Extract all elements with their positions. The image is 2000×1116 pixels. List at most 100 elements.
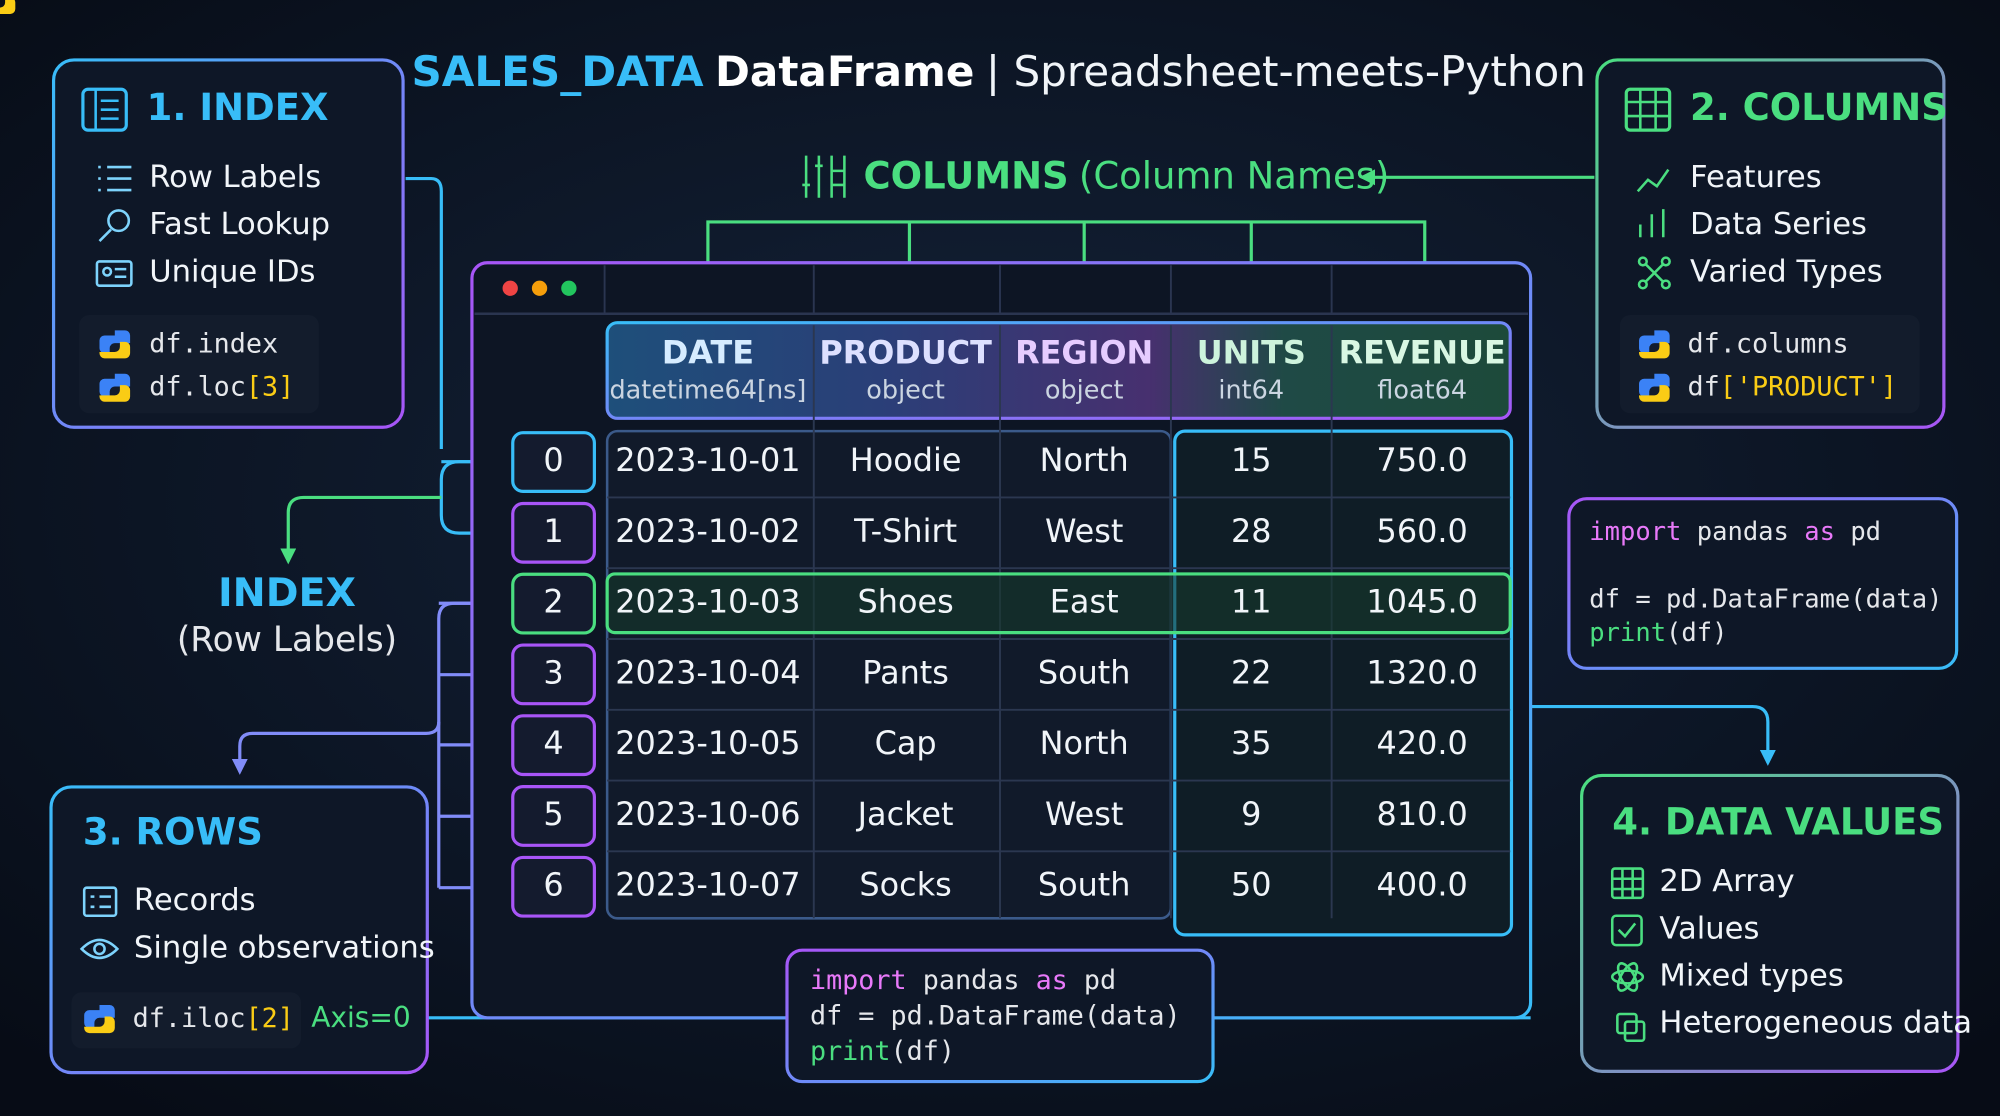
cell: Cap: [875, 724, 937, 762]
panel-item: Unique IDs: [149, 254, 315, 289]
column-dtype: float64: [1377, 376, 1467, 406]
code-token: [2]: [245, 1003, 293, 1034]
code-box: [79, 315, 319, 414]
cell: 2023-10-04: [615, 653, 800, 691]
highlight-row: [605, 572, 1512, 635]
columns-label-name: COLUMNS: [864, 154, 1069, 197]
code-token: print: [1589, 618, 1666, 648]
connector: [405, 176, 443, 449]
arrow: [1512, 704, 1776, 766]
code-token: df = pd.DataFrame(data): [1589, 585, 1942, 615]
code-token: pd: [1835, 517, 1881, 547]
window-dot: [502, 280, 518, 296]
cell: South: [1038, 653, 1131, 691]
panel-item: Values: [1659, 911, 1759, 946]
code-box: [71, 992, 302, 1049]
window-dot: [561, 280, 577, 296]
panel-title: 1. INDEX: [147, 86, 329, 129]
index-label: 3: [543, 653, 563, 691]
cell: 22: [1231, 653, 1272, 691]
table-grid: [607, 325, 1511, 919]
code-snippet-panel: [1567, 497, 1959, 670]
panel-item: Row Labels: [149, 160, 321, 195]
index-box: [511, 714, 596, 777]
cell: 2023-10-05: [615, 724, 800, 762]
code-token: pandas: [1681, 517, 1804, 547]
values-block: [1173, 429, 1514, 937]
index-box: [511, 643, 596, 706]
icons: [79, 87, 1672, 1043]
cell: 1045.0: [1366, 583, 1478, 621]
index-label: 6: [543, 866, 563, 904]
cell: 35: [1231, 724, 1272, 762]
code-token: as: [1036, 964, 1068, 995]
cell: East: [1050, 583, 1119, 621]
cell: 810.0: [1377, 795, 1468, 833]
cell: 2023-10-07: [615, 866, 800, 904]
cell: Socks: [859, 866, 951, 904]
code-line: df.iloc[2]: [133, 1003, 294, 1034]
panel-item: Features: [1690, 160, 1822, 195]
index-label: 5: [543, 795, 563, 833]
code-line: df.loc[3]: [149, 371, 294, 402]
cell: South: [1038, 866, 1131, 904]
cell: West: [1045, 795, 1123, 833]
code-token: as: [1804, 517, 1835, 547]
panel-title: 3. ROWS: [83, 811, 263, 854]
column-name: UNITS: [1197, 334, 1306, 372]
panel-title: 4. DATA VALUES: [1612, 800, 1944, 843]
panel-item: Heterogeneous data: [1659, 1006, 1972, 1041]
code-line: import pandas as pd: [1589, 517, 1881, 547]
code-line: df['PRODUCT']: [1688, 371, 1898, 402]
cell: 750.0: [1377, 441, 1468, 479]
title-kind: DataFrame: [715, 46, 974, 95]
code-line: df.index: [149, 328, 278, 359]
column-dtype: object: [1045, 376, 1124, 406]
arrow: [438, 601, 500, 887]
cell: 2023-10-01: [615, 441, 800, 479]
panel-item: Single observations: [134, 930, 435, 965]
cell: North: [1040, 724, 1129, 762]
code-token: [3]: [246, 371, 294, 402]
cell: Shoes: [858, 583, 954, 621]
cell: West: [1045, 512, 1123, 550]
code-token: df = pd.DataFrame(data): [810, 1000, 1181, 1031]
cell: 28: [1231, 512, 1272, 550]
index-label: 4: [543, 724, 563, 762]
cell: 2023-10-03: [615, 583, 800, 621]
code-token: import: [810, 964, 907, 995]
cell: T-Shirt: [853, 512, 957, 550]
cell: 420.0: [1377, 724, 1468, 762]
code-line: print(df): [810, 1036, 955, 1067]
code-token: pd: [1068, 964, 1116, 995]
code-token: df.iloc: [133, 1003, 246, 1034]
index-label: INDEX: [218, 570, 356, 616]
title: SALES_DATA DataFrame | Spreadsheet-meets-P…: [412, 46, 1586, 95]
table-code-panel: [785, 948, 1215, 1084]
code-token: df: [1688, 371, 1720, 402]
column-name: REVENUE: [1339, 334, 1506, 372]
values-panel: [1580, 773, 1960, 1073]
code-token: df.columns: [1688, 328, 1849, 359]
cell: 400.0: [1377, 866, 1468, 904]
bar-separators: [603, 265, 1333, 314]
index-box: [511, 501, 596, 564]
python-icons: [0, 0, 1670, 1034]
code-box: [1619, 315, 1920, 414]
cell: Hoodie: [850, 441, 962, 479]
code-line: import pandas as pd: [810, 964, 1116, 995]
panel-item: Varied Types: [1690, 254, 1883, 289]
column-dtype: int64: [1218, 376, 1284, 406]
cell: 15: [1231, 441, 1272, 479]
cell: 11: [1231, 583, 1272, 621]
code-token: (df): [1666, 618, 1727, 648]
arrow: [280, 495, 442, 565]
cell: 2023-10-02: [615, 512, 800, 550]
table-header: [605, 321, 1512, 420]
code-token: print: [810, 1036, 891, 1067]
column-name: DATE: [662, 334, 754, 372]
code-token: pandas: [907, 964, 1036, 995]
axis-note: Axis=0: [311, 1001, 411, 1034]
